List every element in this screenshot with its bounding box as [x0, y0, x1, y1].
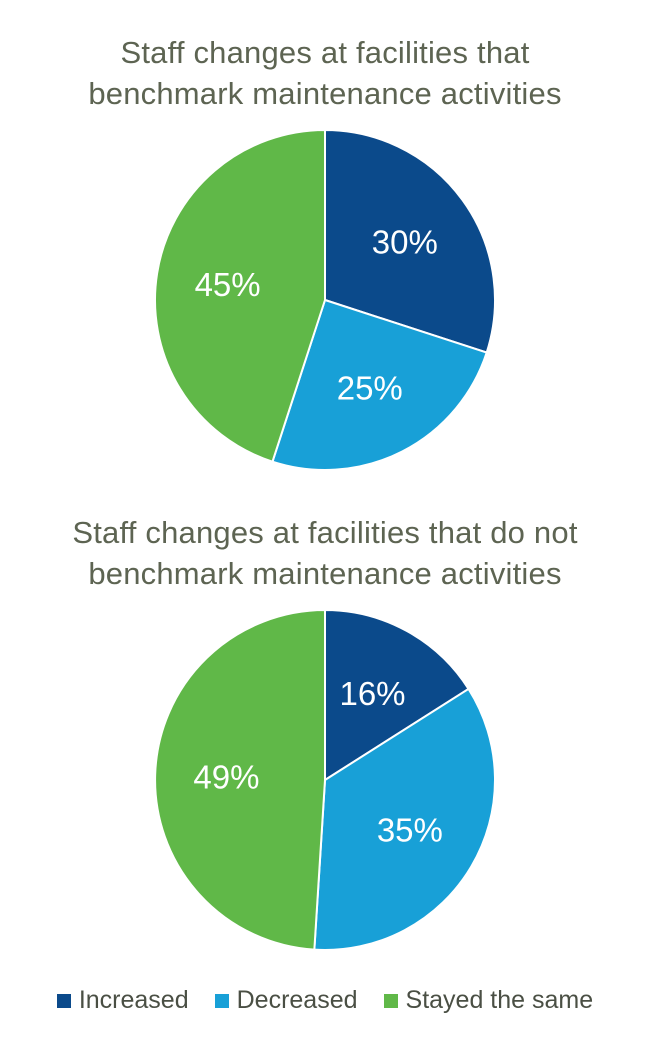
legend-label-increased: Increased [78, 986, 189, 1014]
legend-swatch-stayed-the-same [383, 993, 398, 1008]
legend-swatch-increased [56, 993, 71, 1008]
pie-1-slice-decreased [271, 298, 488, 471]
chart-1-title: Staff changes at facilities that benchma… [0, 32, 650, 114]
pie-1-slice-stayed-the-same [154, 128, 326, 463]
pie-2-label-decreased: 35% [377, 812, 443, 849]
legend-item-decreased: Decreased [214, 986, 358, 1015]
pie-1-label-stayed-the-same: 45% [195, 266, 261, 303]
pie-1-slice-increased [324, 128, 496, 354]
legend-label-stayed-the-same: Stayed the same [405, 986, 594, 1014]
pie-2-label-increased: 16% [339, 675, 405, 712]
chart-2-title-line-2: benchmark maintenance activities [88, 556, 562, 591]
chart-2-title: Staff changes at facilities that do not … [0, 512, 650, 594]
chart-legend: Increased Decreased Stayed the same [0, 986, 650, 1015]
chart-2-title-line-1: Staff changes at facilities that do not [72, 515, 578, 550]
pie-2-slice-increased [324, 608, 470, 782]
pie-2-slice-stayed-the-same [154, 608, 326, 951]
legend-swatch-decreased [214, 993, 229, 1008]
chart-1-title-line-2: benchmark maintenance activities [88, 76, 562, 111]
pie-1-label-increased: 30% [372, 224, 438, 261]
legend-item-stayed-the-same: Stayed the same [383, 986, 594, 1015]
legend-label-decreased: Decreased [236, 986, 358, 1014]
pie-1-label-decreased: 25% [337, 369, 403, 406]
pie-2-label-stayed-the-same: 49% [193, 758, 259, 795]
pie-2-slice-decreased [313, 687, 497, 951]
chart-1-title-line-1: Staff changes at facilities that [120, 35, 530, 70]
pie-chart-no-benchmark: 16% 35% 49% [154, 608, 497, 951]
pie-chart-benchmark: 30% 25% 45% [154, 128, 496, 471]
legend-item-increased: Increased [56, 986, 189, 1015]
